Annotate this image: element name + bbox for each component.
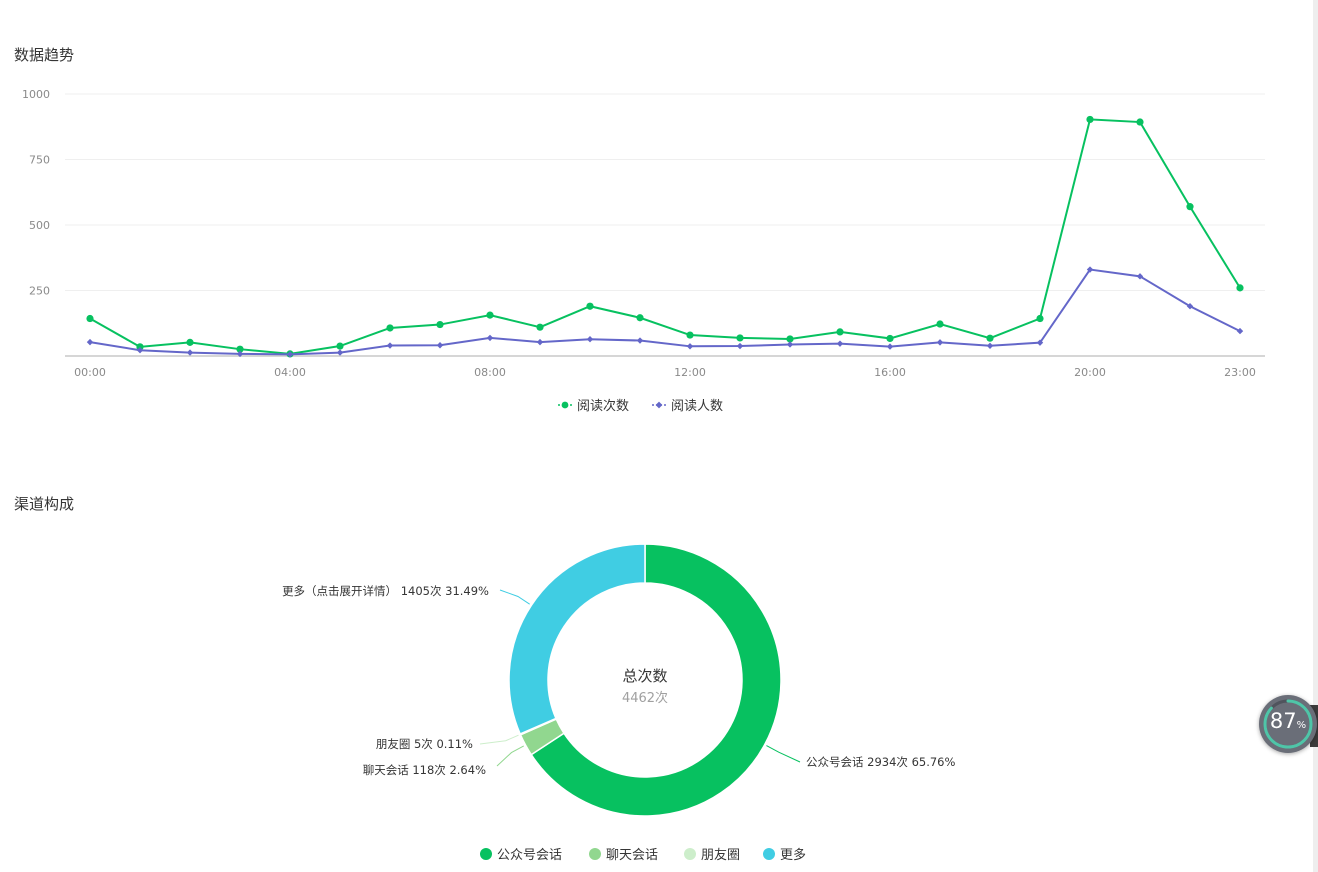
data-point: [936, 320, 944, 328]
data-point: [486, 334, 494, 342]
legend-marker: [655, 401, 663, 409]
legend-label: 更多: [780, 847, 806, 863]
data-point: [1136, 118, 1144, 126]
data-point: [386, 324, 394, 332]
donut-center-value: 4462次: [622, 690, 668, 706]
legend-marker: [589, 848, 601, 860]
donut-center-title: 总次数: [622, 667, 667, 685]
data-point: [86, 338, 94, 346]
donut-slice: [530, 543, 782, 817]
data-point: [936, 339, 944, 346]
data-point: [686, 331, 694, 339]
donut-slice: [519, 717, 558, 736]
trend-section-title: 数据趋势: [14, 46, 75, 64]
x-tick-label: 23:00: [1224, 366, 1256, 379]
slice-label: 朋友圈 5次 0.11%: [376, 737, 473, 751]
y-tick-label: 500: [29, 219, 50, 232]
y-tick-label: 750: [29, 154, 50, 167]
data-point: [336, 342, 344, 350]
data-point: [1136, 273, 1144, 280]
slice-label: 更多（点击展开详情） 1405次 31.49%: [282, 584, 489, 598]
data-point: [186, 338, 194, 346]
data-point: [836, 340, 844, 347]
data-point: [586, 302, 594, 310]
gauge-value: 87%: [1259, 709, 1317, 733]
data-point: [636, 337, 644, 344]
x-tick-label: 08:00: [474, 366, 506, 379]
gauge-number: 87: [1269, 709, 1297, 733]
data-point: [436, 342, 444, 349]
series-line: [89, 268, 1241, 356]
data-point: [836, 328, 844, 336]
y-tick-label: 1000: [22, 88, 50, 101]
x-tick-label: 12:00: [674, 366, 706, 379]
data-point: [1036, 339, 1044, 346]
legend-marker: [763, 848, 775, 860]
x-tick-label: 16:00: [874, 366, 906, 379]
data-point: [636, 314, 644, 322]
data-point: [1186, 303, 1194, 310]
x-tick-label: 20:00: [1074, 366, 1106, 379]
channel-section-title: 渠道构成: [14, 495, 75, 513]
data-point: [986, 342, 994, 349]
label-leader-line: [479, 734, 519, 745]
data-point: [336, 349, 344, 356]
legend-marker: [561, 401, 569, 409]
series-line: [89, 118, 1241, 355]
legend-label: 聊天会话: [606, 848, 658, 863]
performance-gauge[interactable]: 87%: [1259, 695, 1317, 753]
data-point: [1186, 203, 1194, 211]
data-point: [736, 334, 744, 342]
legend-marker: [480, 848, 492, 860]
data-point: [786, 335, 794, 343]
data-point: [1086, 266, 1094, 273]
data-point: [286, 351, 294, 358]
slice-label: 公众号会话 2934次 65.76%: [806, 755, 955, 769]
slice-label: 聊天会话 118次 2.64%: [363, 763, 486, 777]
donut-slice: [508, 543, 646, 735]
data-point: [886, 343, 894, 350]
data-point: [236, 350, 244, 358]
data-point: [136, 347, 144, 354]
gauge-ring-icon: [1263, 699, 1313, 749]
data-point: [86, 314, 94, 323]
label-leader-line: [499, 589, 530, 605]
data-point: [586, 336, 594, 343]
data-point: [986, 334, 994, 342]
data-point: [236, 345, 244, 353]
data-point: [1036, 314, 1044, 323]
label-leader-line: [766, 745, 801, 763]
data-point: [186, 349, 194, 356]
gauge-unit: %: [1296, 720, 1307, 731]
data-point: [1236, 327, 1244, 335]
data-point: [736, 342, 744, 350]
scrollbar-track[interactable]: [1313, 0, 1318, 872]
data-point: [886, 334, 894, 343]
data-point: [786, 341, 794, 348]
data-point: [536, 323, 544, 331]
data-point: [136, 343, 144, 351]
data-point: [436, 320, 444, 329]
x-tick-label: 00:00: [74, 366, 106, 379]
data-point: [536, 338, 544, 346]
y-tick-label: 250: [29, 285, 50, 298]
data-point: [1236, 284, 1244, 292]
label-leader-line: [496, 745, 524, 767]
data-point: [686, 343, 694, 350]
legend-label: 阅读次数: [577, 398, 629, 414]
legend-marker: [684, 848, 696, 860]
data-point: [486, 311, 494, 319]
data-point: [1086, 115, 1094, 124]
legend-label: 阅读人数: [671, 399, 723, 414]
x-tick-label: 04:00: [274, 366, 306, 379]
legend-label: 朋友圈: [701, 847, 740, 863]
legend-label: 公众号会话: [497, 848, 562, 863]
data-point: [386, 342, 394, 349]
trend-line-chart: 250 500 750 1000 00:00 04:00 08:00 12:00 16:00 20…: [22, 88, 1265, 414]
donut-slice: [519, 718, 565, 756]
